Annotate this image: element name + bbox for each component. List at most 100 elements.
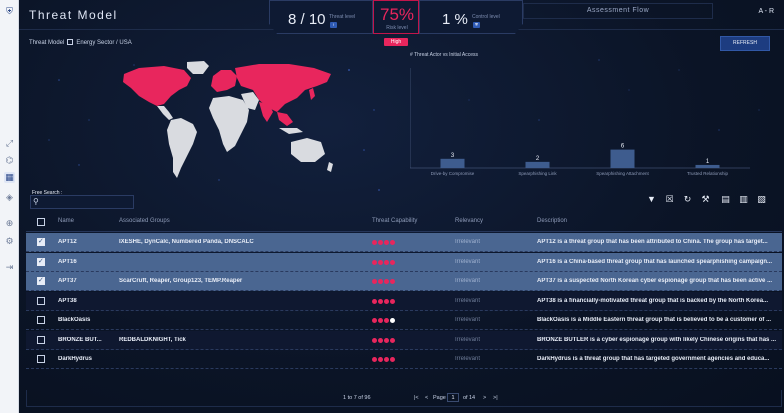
threat-capability-dot bbox=[372, 279, 377, 284]
map-region-central-america[interactable] bbox=[157, 106, 173, 120]
export-pdf-icon[interactable]: ▥ bbox=[739, 194, 748, 204]
export-doc-icon[interactable]: ▧ bbox=[757, 194, 766, 204]
select-all-checkbox[interactable] bbox=[37, 218, 45, 226]
tools-icon[interactable]: ⚒ bbox=[701, 194, 710, 204]
expand-icon[interactable]: ⤢ bbox=[5, 138, 14, 148]
map-region-africa[interactable] bbox=[209, 96, 249, 152]
map-region-north-america[interactable] bbox=[123, 66, 191, 106]
row-checkbox[interactable] bbox=[37, 237, 45, 246]
row-name[interactable]: DarkHydrus bbox=[58, 356, 93, 362]
row-relevancy[interactable]: Irrelevant bbox=[455, 336, 481, 343]
threat-capability-dot bbox=[378, 337, 383, 343]
world-map[interactable] bbox=[109, 60, 339, 190]
shield-check-icon[interactable]: ◈ bbox=[6, 192, 13, 202]
logout-icon[interactable]: ⇥ bbox=[5, 262, 14, 272]
row-checkbox[interactable] bbox=[37, 355, 45, 363]
map-region-south-america[interactable] bbox=[167, 118, 197, 178]
table-row[interactable]: BRONZE BUT... REDBALDKNIGHT, Tick Irreleva… bbox=[26, 330, 782, 350]
column-header-associated-groups[interactable]: Associated Groups bbox=[119, 218, 170, 224]
clear-filter-icon[interactable]: ☒ bbox=[665, 194, 674, 204]
refresh-button[interactable]: REFRESH bbox=[720, 36, 770, 51]
search-input[interactable] bbox=[43, 197, 131, 207]
bar-chart-svg: 3 Drive-by Compromise 2 Spearphishing Link 6… bbox=[410, 68, 750, 176]
threat-capability-dot bbox=[390, 259, 395, 265]
tab-assessment-flow[interactable]: Assessment Flow bbox=[523, 3, 713, 19]
globe-icon[interactable]: ⊕ bbox=[5, 218, 14, 228]
threat-level-kpi: 8 / 10 Threat level ! bbox=[269, 0, 373, 34]
map-region-australia[interactable] bbox=[291, 138, 325, 162]
gear-icon[interactable]: ⚙ bbox=[5, 236, 14, 246]
row-checkbox[interactable] bbox=[37, 296, 45, 305]
row-name[interactable]: APT12 bbox=[58, 239, 77, 245]
chart-bar[interactable] bbox=[610, 149, 635, 168]
map-region-indonesia[interactable] bbox=[279, 128, 303, 134]
threat-capability-dot bbox=[372, 259, 377, 265]
map-region-japan[interactable] bbox=[309, 88, 315, 100]
row-relevancy[interactable]: Irrelevant bbox=[455, 297, 481, 304]
chart-bar[interactable] bbox=[695, 164, 720, 168]
row-name[interactable]: APT37 bbox=[58, 278, 77, 284]
map-region-middle-east[interactable] bbox=[241, 92, 259, 110]
map-region-greenland[interactable] bbox=[187, 61, 209, 74]
row-description: DarkHydrus is a threat group that has ta… bbox=[537, 356, 770, 362]
table-row[interactable]: APT12 IXESHE, DynCalc, Numbered Panda, DN… bbox=[26, 233, 782, 252]
map-region-india[interactable] bbox=[259, 102, 273, 122]
filter-icon[interactable]: ▼ bbox=[647, 194, 656, 204]
row-relevancy[interactable]: Irrelevant bbox=[455, 278, 481, 284]
row-checkbox[interactable] bbox=[37, 276, 45, 285]
shield-logo-icon[interactable]: ⛨ bbox=[6, 6, 13, 16]
table-row[interactable]: APT16 Irrelevant APT16 is a China-based th… bbox=[26, 252, 782, 272]
row-checkbox[interactable] bbox=[37, 257, 45, 266]
search-label: Free Search : bbox=[32, 190, 63, 196]
row-relevancy[interactable]: Irrelevant bbox=[455, 356, 481, 362]
threat-capability-dot bbox=[384, 357, 389, 362]
row-name[interactable]: BlackOasis bbox=[58, 317, 91, 323]
pagination-total-pages: 14 bbox=[469, 395, 476, 401]
row-relevancy[interactable]: Irrelevant bbox=[455, 317, 481, 323]
breadcrumb-item-sector: Energy Sector / USA bbox=[76, 40, 132, 46]
chart-bar[interactable] bbox=[525, 161, 550, 168]
map-region-europe[interactable] bbox=[211, 70, 237, 92]
column-header-name[interactable]: Name bbox=[58, 218, 75, 224]
pagination-first-icon[interactable]: |< bbox=[414, 395, 419, 401]
pagination-last-icon[interactable]: >| bbox=[493, 395, 498, 401]
chart-category-label: Spearphishing Link bbox=[518, 171, 557, 176]
threat-level-value: 8 / 10 bbox=[288, 11, 326, 28]
pagination-next-icon[interactable]: > bbox=[483, 395, 487, 401]
table-row[interactable]: APT37 ScarCruft, Reaper, Group123, TEMP.R… bbox=[26, 272, 782, 291]
breadcrumb-item-threat-model[interactable]: Threat Model bbox=[29, 40, 65, 46]
left-sidebar: ⛨ ⤢ ⌬ ▦ ◈ ⊕ ⚙ ⇥ bbox=[0, 0, 19, 413]
table-row[interactable]: DarkHydrus Irrelevant DarkHydrus is a thre… bbox=[26, 350, 782, 369]
reload-icon[interactable]: ↻ bbox=[683, 194, 692, 204]
threat-capability-dot bbox=[390, 318, 395, 323]
chart-category-label: Trusted Relationship bbox=[687, 171, 729, 176]
map-region-new-zealand[interactable] bbox=[327, 162, 333, 172]
column-header-description[interactable]: Description bbox=[537, 218, 568, 224]
threat-capability-dot bbox=[378, 318, 383, 323]
user-initials[interactable]: A - R bbox=[758, 8, 774, 15]
column-header-relevancy[interactable]: Relevancy bbox=[455, 218, 484, 224]
pagination-prev-icon[interactable]: < bbox=[425, 395, 429, 401]
table-row[interactable]: APT38 Irrelevant APT38 is a financially-mo… bbox=[26, 291, 782, 311]
table-row[interactable]: BlackOasis Irrelevant BlackOasis is a Midd… bbox=[26, 311, 782, 330]
row-name[interactable]: BRONZE BUT... bbox=[58, 336, 102, 343]
export-file-icon[interactable]: ▤ bbox=[721, 194, 730, 204]
risk-level-kpi: 75% Risk level bbox=[373, 0, 419, 34]
control-level-kpi: 1 % Control level ⛨ bbox=[419, 0, 523, 34]
chart-bar[interactable] bbox=[440, 158, 465, 168]
threat-model-icon[interactable]: ▦ bbox=[4, 172, 15, 183]
pagination-current-page[interactable]: 1 bbox=[447, 393, 459, 402]
map-region-southeast-asia[interactable] bbox=[277, 112, 293, 126]
threat-capability-dot bbox=[390, 298, 395, 304]
row-name[interactable]: APT16 bbox=[58, 258, 77, 265]
chart-data-label: 6 bbox=[621, 144, 625, 150]
row-checkbox[interactable] bbox=[37, 316, 45, 324]
row-name[interactable]: APT38 bbox=[58, 297, 77, 304]
threat-capability-dot bbox=[378, 259, 383, 265]
row-checkbox[interactable] bbox=[37, 335, 45, 344]
hierarchy-icon[interactable]: ⌬ bbox=[5, 155, 14, 165]
row-relevancy[interactable]: Irrelevant bbox=[455, 258, 481, 265]
row-relevancy[interactable]: Irrelevant bbox=[455, 239, 481, 245]
column-header-threat-capability[interactable]: Threat Capability bbox=[372, 218, 418, 224]
map-region-asia[interactable] bbox=[235, 64, 331, 112]
